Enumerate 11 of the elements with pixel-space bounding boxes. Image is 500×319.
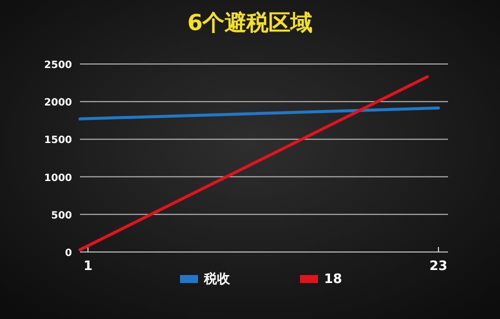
legend-label: 18 bbox=[324, 272, 342, 287]
y-tick-label: 1500 bbox=[44, 135, 72, 146]
y-tick-label: 1000 bbox=[44, 172, 72, 184]
chart-title: 6个避税区域 bbox=[187, 11, 313, 36]
legend-label: 税收 bbox=[203, 271, 231, 287]
y-tick-label: 500 bbox=[51, 210, 72, 222]
x-tick-label: 23 bbox=[429, 259, 448, 274]
x-tick-label: 1 bbox=[83, 259, 92, 274]
y-tick-label: 2500 bbox=[44, 60, 72, 71]
y-tick-label: 0 bbox=[65, 248, 72, 259]
y-tick-label: 2000 bbox=[44, 98, 72, 109]
